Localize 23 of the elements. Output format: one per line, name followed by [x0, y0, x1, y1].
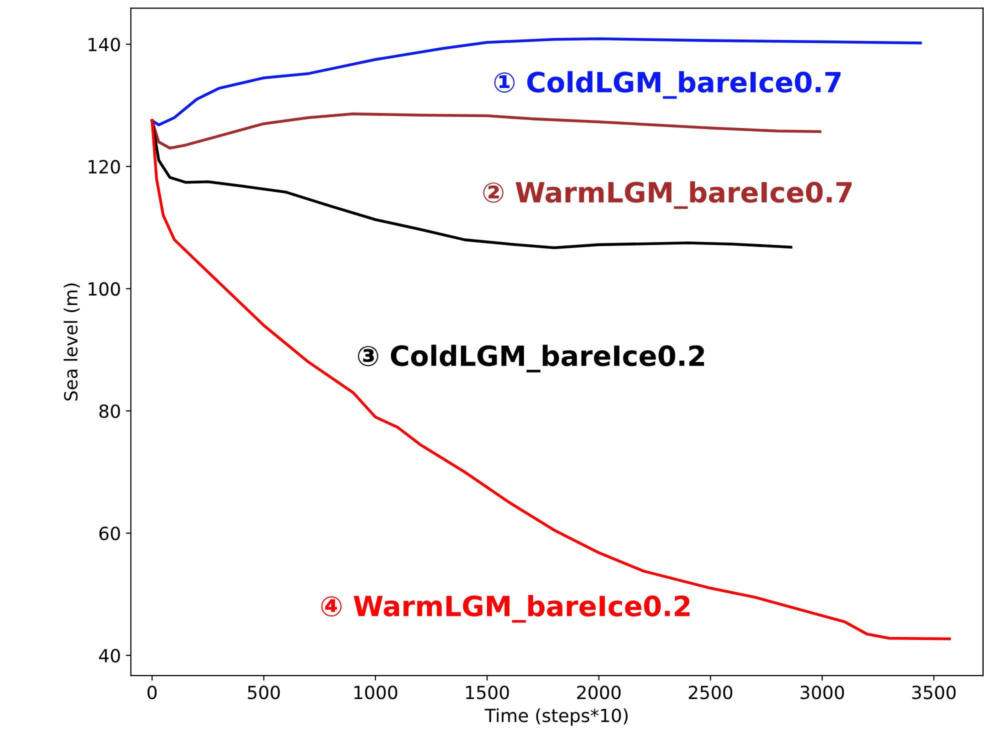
x-tick-label: 500: [248, 686, 280, 700]
x-tick-label: 0: [148, 686, 157, 700]
y-tick-label: 100: [88, 282, 120, 296]
y-tick-label: 60: [99, 526, 120, 540]
y-tick-label: 120: [88, 160, 120, 174]
y-tick-label: 140: [88, 38, 120, 52]
y-axis-title: Sea level (m): [64, 284, 80, 401]
x-tick-label: 2500: [688, 686, 732, 700]
text: ② WarmLGM_bareIce0.7: [483, 181, 852, 209]
x-tick-label: 3000: [800, 686, 844, 700]
x-axis-title: Time (steps*10): [484, 708, 628, 726]
x-tick-label: 1000: [354, 686, 398, 700]
x-tick-label: 1500: [466, 686, 509, 700]
x-tick-label: 2000: [577, 686, 621, 700]
x-tick-label: 3500: [912, 686, 956, 700]
y-tick-label: 80: [99, 404, 120, 418]
y-tick-label: 40: [99, 648, 120, 662]
line-series: [150, 112, 822, 150]
line-series: [150, 37, 922, 126]
text: ③ ColdLGM_bareIce0.2: [358, 344, 704, 372]
series-label: ① ColdLGM_bareIce0.7: [494, 71, 841, 99]
series-label: ④ WarmLGM_bareIce0.2: [321, 594, 690, 623]
line-series: [150, 119, 951, 640]
